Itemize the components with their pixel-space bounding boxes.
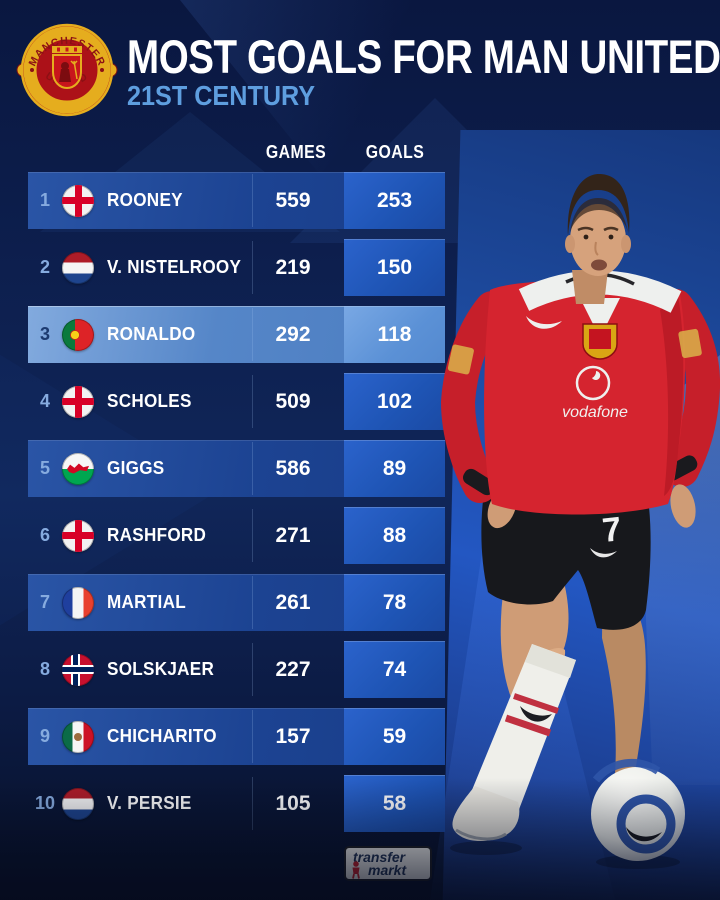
player-name: V. PERSIE bbox=[107, 793, 192, 813]
goals-value: 74 bbox=[344, 641, 445, 698]
transfermarkt-mascot-icon bbox=[352, 861, 360, 879]
goals-value: 78 bbox=[344, 574, 445, 631]
rank-label: 6 bbox=[39, 525, 50, 545]
player-name: SCHOLES bbox=[107, 391, 192, 411]
table-row: 7 MARTIAL 261 78 bbox=[28, 574, 445, 631]
player-name: ROONEY bbox=[107, 190, 183, 210]
table-row: 1 ROONEY 559 253 bbox=[28, 172, 445, 229]
games-value: 261 bbox=[275, 590, 311, 614]
table-row: 9 CHICHARITO 157 59 bbox=[28, 708, 445, 765]
games-value: 559 bbox=[275, 188, 311, 212]
rank-label: 3 bbox=[39, 324, 50, 344]
games-value: 586 bbox=[275, 456, 311, 480]
shirt-number: 7 bbox=[600, 510, 623, 550]
goals-value: 102 bbox=[344, 373, 445, 430]
manchester-united-crest-icon: MANCHESTER UNITED bbox=[16, 23, 118, 117]
rank-label: 5 bbox=[39, 458, 50, 478]
player-name: V. NISTELROOY bbox=[107, 257, 242, 277]
flag-mexico-icon bbox=[62, 720, 94, 753]
premier-league-patch-icon bbox=[447, 344, 474, 375]
player-name: MARTIAL bbox=[107, 592, 186, 612]
table-row: 8 SOLSKJAER 227 74 bbox=[28, 641, 445, 698]
leaderboard: 1 ROONEY 559 253 2 V. NISTELROOY 219 150… bbox=[28, 172, 445, 842]
goals-value: 253 bbox=[344, 172, 445, 229]
flag-portugal-icon bbox=[62, 318, 94, 351]
games-value: 157 bbox=[275, 724, 311, 748]
games-value: 271 bbox=[275, 523, 311, 547]
rank-label: 4 bbox=[39, 391, 50, 411]
flag-netherlands-icon bbox=[62, 787, 94, 820]
flag-wales-icon bbox=[62, 452, 94, 485]
flag-england-icon bbox=[62, 385, 94, 418]
table-row: 4 SCHOLES 509 102 bbox=[28, 373, 445, 430]
player-name: RONALDO bbox=[107, 324, 196, 344]
goals-value: 89 bbox=[344, 440, 445, 497]
games-value: 219 bbox=[275, 255, 311, 279]
flag-england-icon bbox=[62, 519, 94, 552]
transfermarkt-logo: transfer markt bbox=[344, 846, 432, 881]
goals-value: 59 bbox=[344, 708, 445, 765]
rank-label: 9 bbox=[39, 726, 50, 746]
flag-france-icon bbox=[62, 586, 94, 619]
goals-value: 88 bbox=[344, 507, 445, 564]
games-value: 292 bbox=[275, 322, 311, 346]
column-header-games: GAMES bbox=[265, 142, 327, 162]
page-title: MOST GOALS FOR MAN UNITED bbox=[127, 30, 720, 83]
flag-england-icon bbox=[62, 184, 94, 217]
player-name: SOLSKJAER bbox=[107, 659, 215, 679]
rank-label: 1 bbox=[39, 190, 50, 210]
column-header-goals: GOALS bbox=[365, 142, 425, 162]
player-name: GIGGS bbox=[107, 458, 165, 478]
premier-league-patch-icon bbox=[678, 328, 702, 359]
flag-netherlands-icon bbox=[62, 251, 94, 284]
goals-value: 118 bbox=[344, 306, 445, 363]
table-row: 6 RASHFORD 271 88 bbox=[28, 507, 445, 564]
rank-label: 7 bbox=[39, 592, 50, 612]
games-value: 227 bbox=[275, 657, 311, 681]
table-row: 5 GIGGS 586 89 bbox=[28, 440, 445, 497]
table-row: 2 V. NISTELROOY 219 150 bbox=[28, 239, 445, 296]
flag-norway-icon bbox=[62, 653, 94, 686]
player-name: CHICHARITO bbox=[107, 726, 217, 746]
player-photo: 7 vodafone bbox=[440, 174, 720, 869]
rank-label: 10 bbox=[34, 793, 56, 813]
games-value: 105 bbox=[275, 791, 311, 815]
table-row-highlighted: 3 RONALDO 292 118 bbox=[28, 306, 445, 363]
rank-label: 2 bbox=[39, 257, 50, 277]
transfermarkt-logo-line2: markt bbox=[368, 862, 407, 878]
games-value: 509 bbox=[275, 389, 311, 413]
player-name: RASHFORD bbox=[107, 525, 207, 545]
goals-value: 150 bbox=[344, 239, 445, 296]
page-subtitle: 21ST CENTURY bbox=[127, 80, 316, 111]
shirt-sponsor-label: vodafone bbox=[562, 404, 628, 421]
table-row: 10 V. PERSIE 105 58 bbox=[28, 775, 445, 832]
rank-label: 8 bbox=[39, 659, 50, 679]
